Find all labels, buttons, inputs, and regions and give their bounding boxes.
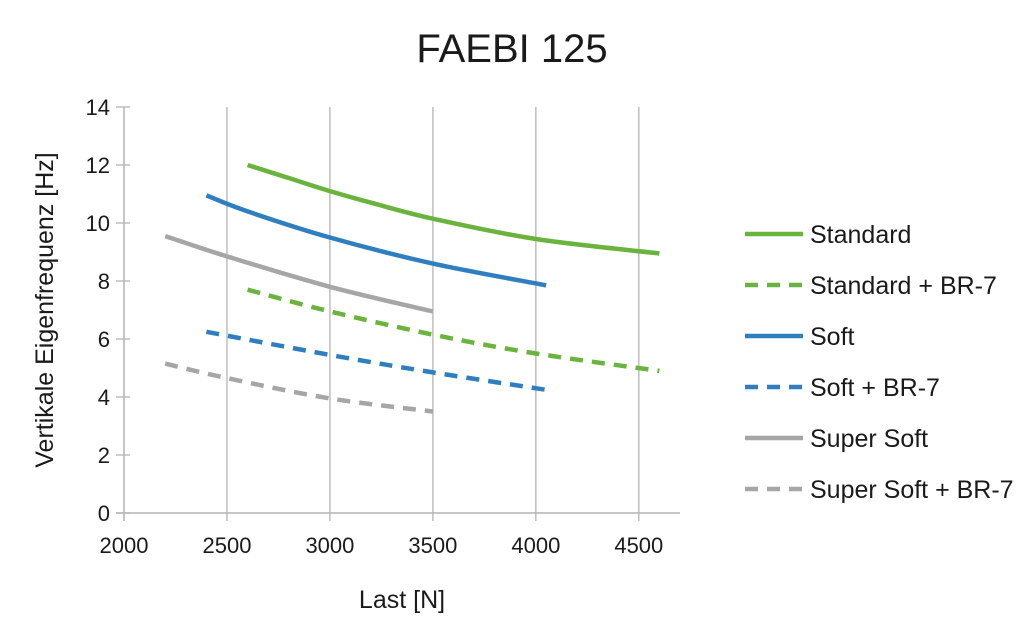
y-tick-label: 10 [86, 211, 110, 236]
legend-label-standard: Standard [810, 221, 911, 249]
series-line-soft [205, 193, 547, 288]
legend-label-soft-br-7: Soft + BR-7 [810, 374, 940, 402]
x-tick-label: 3500 [408, 533, 457, 558]
y-tick-label: 14 [86, 95, 110, 120]
series-lines [164, 162, 660, 414]
y-tick-label: 12 [86, 153, 110, 178]
y-tick-label: 6 [98, 327, 110, 352]
chart-title: FAEBI 125 [416, 27, 607, 71]
x-tick-label: 2500 [202, 533, 251, 558]
legend-label-super-soft-br-7: Super Soft + BR-7 [810, 476, 1014, 504]
x-tick-label: 3000 [305, 533, 354, 558]
axes [116, 107, 680, 521]
x-tick-label: 4500 [614, 533, 663, 558]
y-axis-label: Vertikale Eigenfrequenz [Hz] [31, 152, 59, 467]
y-tick-label: 4 [98, 385, 110, 410]
y-tick-label: 8 [98, 269, 110, 294]
series-line-standard [246, 162, 660, 256]
series-line-soft-br-7 [205, 329, 547, 393]
legend: Standard Standard + BR-7 Soft Soft + BR-7 Su… [745, 221, 1014, 504]
grid-lines [116, 106, 640, 521]
x-axis-label: Last [N] [359, 586, 445, 614]
x-tick-label: 4000 [511, 533, 560, 558]
legend-label-soft: Soft [810, 323, 855, 351]
legend-label-super-soft: Super Soft [810, 425, 928, 453]
legend-label-standard-br-7: Standard + BR-7 [810, 272, 997, 300]
y-tick-label: 2 [98, 443, 110, 468]
x-tick-label: 2000 [100, 533, 149, 558]
series-line-super-soft [164, 233, 434, 314]
series-line-standard-br-7 [247, 287, 660, 374]
series-line-super-soft-br-7 [164, 361, 434, 414]
y-tick-label: 0 [98, 501, 110, 526]
tick-labels: 2000 2500 3000 3500 4000 4500 0 2 4 6 8 10 12 14 [86, 95, 664, 558]
